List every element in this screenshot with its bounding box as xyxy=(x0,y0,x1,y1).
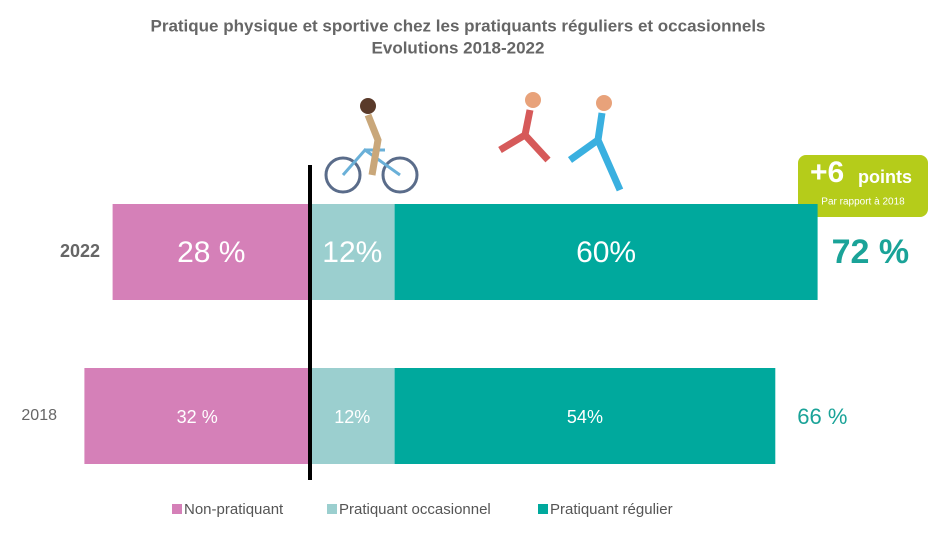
annotation-box xyxy=(798,155,928,217)
category-label: 2018 xyxy=(21,407,57,424)
legend-label: Pratiquant régulier xyxy=(550,501,673,518)
bar-segment xyxy=(310,368,395,464)
value-label: 54% xyxy=(567,407,603,427)
bar-segment xyxy=(310,204,395,300)
illustration xyxy=(324,92,624,194)
annotation-unit: points xyxy=(858,167,912,187)
annotation: +6 points Par rapport à 2018 xyxy=(798,155,928,217)
bar-segment xyxy=(394,368,776,464)
chart-subtitle: Evolutions 2018-2022 xyxy=(372,38,545,57)
legend-swatch xyxy=(327,504,337,514)
annotation-note: Par rapport à 2018 xyxy=(821,197,905,208)
chart-title: Pratique physique et sportive chez les p… xyxy=(150,16,765,35)
legend-swatch xyxy=(172,504,182,514)
total-label: 72 % xyxy=(832,233,910,271)
value-label: 28 % xyxy=(177,236,245,269)
bar-segment xyxy=(112,204,310,300)
total-label: 66 % xyxy=(797,404,847,429)
legend-label: Pratiquant occasionnel xyxy=(339,501,491,518)
bar-segment xyxy=(394,204,818,300)
annotation-text: +6 xyxy=(810,156,844,189)
value-label: 32 % xyxy=(177,407,218,427)
legend-label: Non-pratiquant xyxy=(184,501,284,518)
value-label: 12% xyxy=(334,407,370,427)
bar-segment xyxy=(84,368,311,464)
legend-swatch xyxy=(538,504,548,514)
category-label: 2022 xyxy=(60,241,100,261)
value-label: 60% xyxy=(576,236,636,269)
value-label: 12% xyxy=(322,236,382,269)
